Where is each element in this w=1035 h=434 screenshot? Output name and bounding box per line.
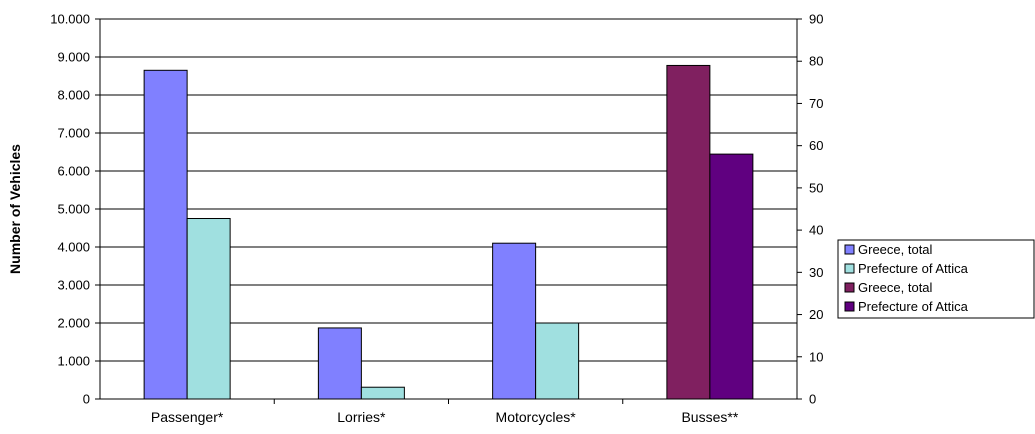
bar: [535, 322, 580, 400]
x-tick-label: Passenger*: [151, 409, 224, 425]
legend-swatch: [844, 244, 855, 255]
y-right-tick-label: 30: [809, 265, 823, 280]
y-right-tick-label: 20: [809, 307, 823, 322]
y-left-tick-label: 7.000: [57, 126, 90, 141]
legend-box: [837, 239, 1035, 319]
x-tick-label: Motorcycles*: [496, 409, 577, 425]
bar: [666, 64, 711, 400]
y-right-tick-label: 10: [809, 349, 823, 364]
y-axis-title: Number of Vehicles: [7, 144, 23, 274]
bar: [143, 69, 188, 400]
bar: [709, 153, 754, 400]
legend: Greece, total Prefecture of Attica Greece,…: [837, 239, 1035, 319]
legend-label: Greece, total: [858, 242, 933, 257]
x-tick-label: Busses**: [681, 409, 738, 425]
bars: [143, 64, 754, 400]
y-right-tick-label: 40: [809, 223, 823, 238]
y-right-tick-label: 80: [809, 54, 823, 69]
legend-label: Prefecture of Attica: [858, 299, 969, 314]
y-right-tick-label: 50: [809, 180, 823, 195]
legend-swatch: [844, 263, 855, 274]
bar: [492, 242, 537, 400]
x-tick-label: Lorries*: [337, 409, 386, 425]
y-left-tick-label: 2.000: [57, 316, 90, 331]
y-left-tick-label: 4.000: [57, 240, 90, 255]
legend-swatch: [844, 282, 855, 293]
y-left-tick-label: 3.000: [57, 278, 90, 293]
y-left-tick-label: 10.000: [50, 12, 90, 27]
y-left-tick-label: 5.000: [57, 202, 90, 217]
y-left-tick-label: 0: [83, 392, 90, 407]
axes: 0 1.000 2.000 3.000 4.000 5.000 6.000 7.000 8.00…: [50, 12, 823, 426]
bar: [186, 218, 231, 400]
bar: [360, 386, 405, 400]
bar: [317, 327, 362, 400]
y-right-tick-label: 90: [809, 12, 823, 27]
y-right-tick-label: 60: [809, 138, 823, 153]
y-right-tick-label: 70: [809, 96, 823, 111]
y-left-tick-label: 9.000: [57, 50, 90, 65]
y-left-tick-label: 1.000: [57, 354, 90, 369]
legend-swatch: [844, 301, 855, 312]
legend-label: Greece, total: [858, 280, 933, 295]
y-right-tick-label: 0: [809, 392, 816, 407]
y-left-tick-label: 6.000: [57, 164, 90, 179]
legend-label: Prefecture of Attica: [858, 261, 969, 276]
y-left-tick-label: 8.000: [57, 88, 90, 103]
